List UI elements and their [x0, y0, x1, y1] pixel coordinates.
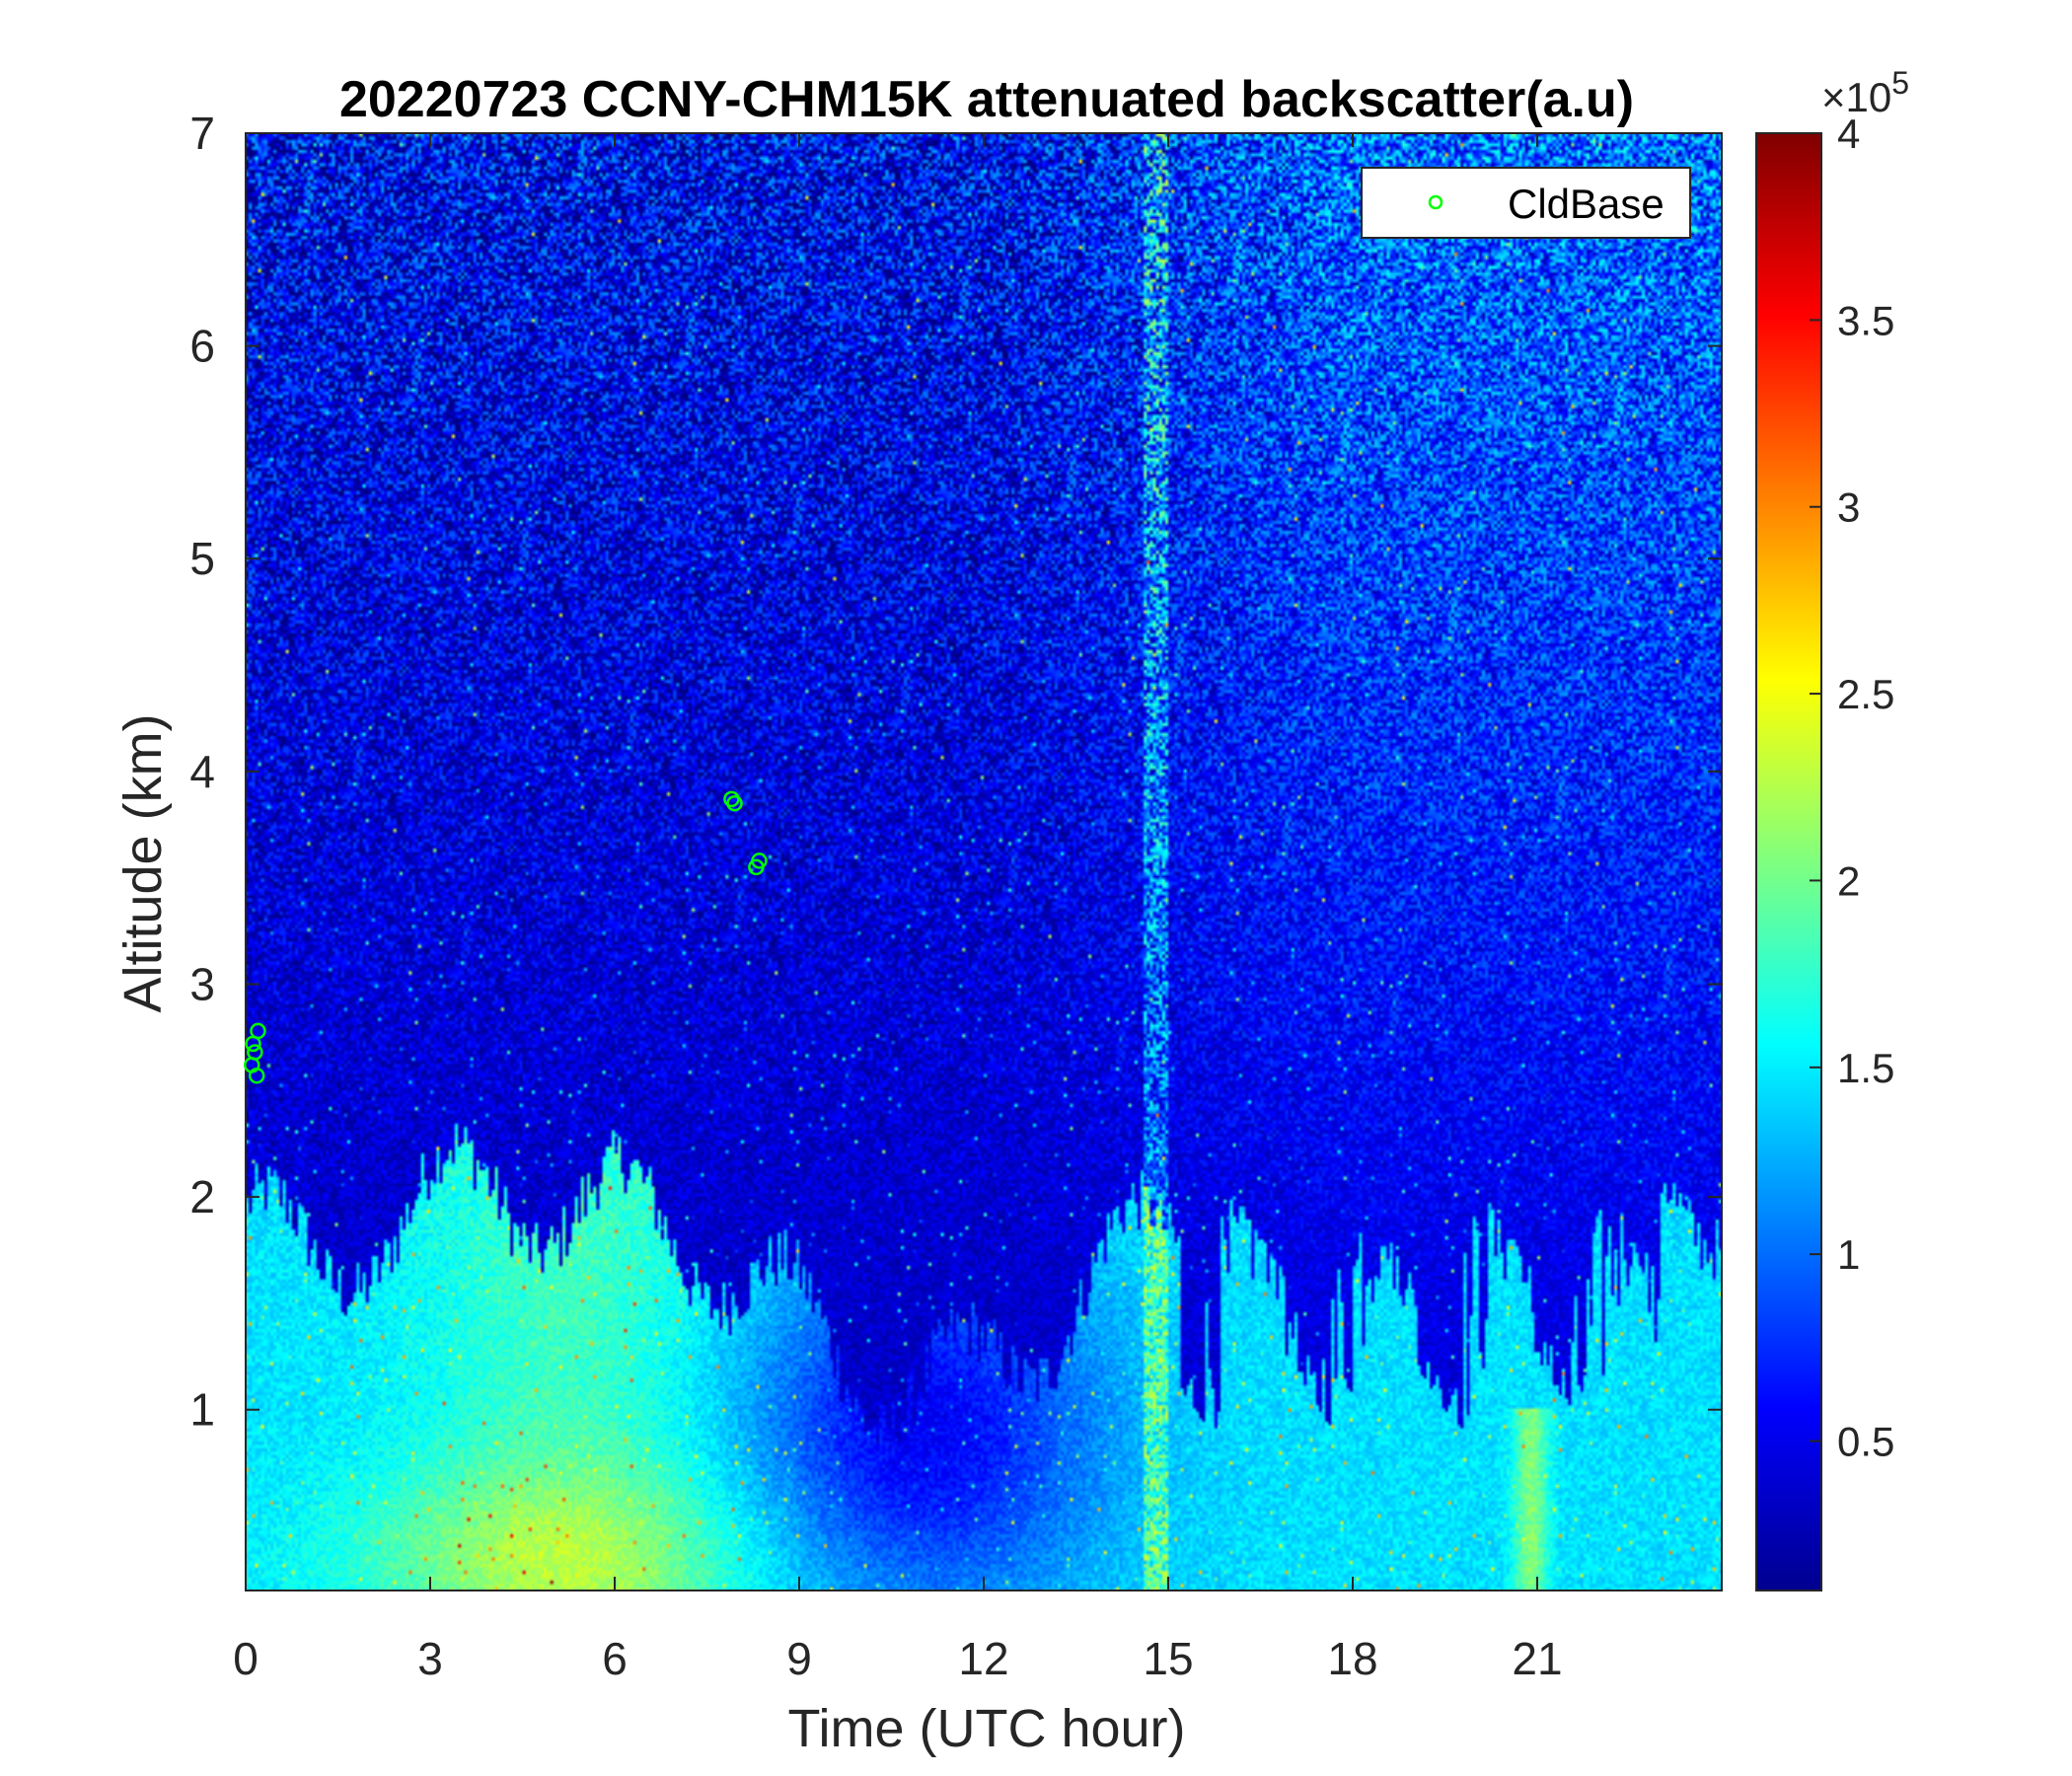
x-tick-label: 18	[1327, 1633, 1377, 1684]
cloud-base-markers	[243, 790, 768, 1084]
legend: CldBase	[1361, 167, 1691, 239]
x-tick-label: 12	[958, 1633, 1008, 1684]
colorbar-tick-label: 1.5	[1837, 1045, 1894, 1091]
colorbar: 0.5 1 1.5 2 2.5 3 3.5 4 ×105	[1755, 65, 1909, 1591]
colorbar-tick-label: 4	[1837, 111, 1860, 157]
colorbar-exponent-label: ×105	[1821, 65, 1909, 120]
y-tick-label: 2	[189, 1171, 215, 1222]
colorbar-tick-label: 3	[1837, 484, 1860, 531]
y-tick-label: 1	[189, 1384, 215, 1436]
legend-box	[1361, 167, 1691, 239]
colorbar-tick-label: 2	[1837, 857, 1860, 904]
colorbar-tick-label: 2.5	[1837, 671, 1894, 717]
x-tick-label: 0	[233, 1633, 259, 1684]
x-axis-title: Time (UTC hour)	[787, 1699, 1185, 1758]
colorbar-tick-label: 3.5	[1837, 297, 1894, 343]
legend-label-cldbase: CldBase	[1508, 181, 1665, 227]
colorbar-tick-label: 0.5	[1837, 1419, 1894, 1465]
y-tick-label: 5	[189, 533, 215, 584]
y-axis-title: Altitude (km)	[113, 713, 173, 1012]
x-tick-label: 9	[786, 1633, 812, 1684]
colorbar-gradient	[1755, 132, 1822, 1591]
x-tick-label: 15	[1143, 1633, 1193, 1684]
chart-title: 20220723 CCNY-CHM15K attenuated backscat…	[339, 71, 1634, 128]
cldbase-point	[247, 1044, 263, 1061]
colorbar-tick-label: 1	[1837, 1231, 1860, 1278]
x-tick-label: 21	[1512, 1633, 1562, 1684]
y-tick-label: 3	[189, 958, 215, 1009]
cldbase-point	[751, 852, 768, 869]
cldbase-point	[726, 794, 743, 812]
y-tick-label: 7	[189, 108, 215, 159]
y-tick-label: 4	[189, 746, 215, 797]
cldbase-point	[250, 1022, 266, 1040]
backscatter-heatmap	[246, 133, 1722, 1591]
x-tick-label: 3	[417, 1633, 443, 1684]
cldbase-point	[248, 1067, 265, 1084]
legend-marker-icon	[1428, 194, 1443, 210]
y-tick-label: 6	[189, 321, 215, 372]
x-tick-label: 6	[602, 1633, 628, 1684]
